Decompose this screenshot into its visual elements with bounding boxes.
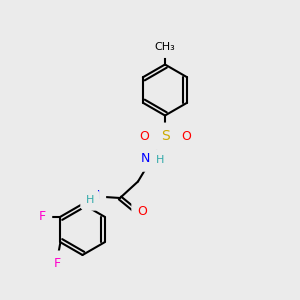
Text: CH₃: CH₃ (154, 42, 176, 52)
Text: F: F (54, 257, 61, 270)
Text: H: H (86, 195, 94, 205)
Text: F: F (39, 210, 46, 223)
Text: O: O (138, 205, 147, 218)
Text: O: O (181, 130, 191, 143)
Text: H: H (156, 154, 164, 165)
Text: N: N (91, 189, 100, 203)
Text: O: O (139, 130, 149, 143)
Text: S: S (160, 130, 169, 143)
Text: N: N (141, 152, 150, 166)
